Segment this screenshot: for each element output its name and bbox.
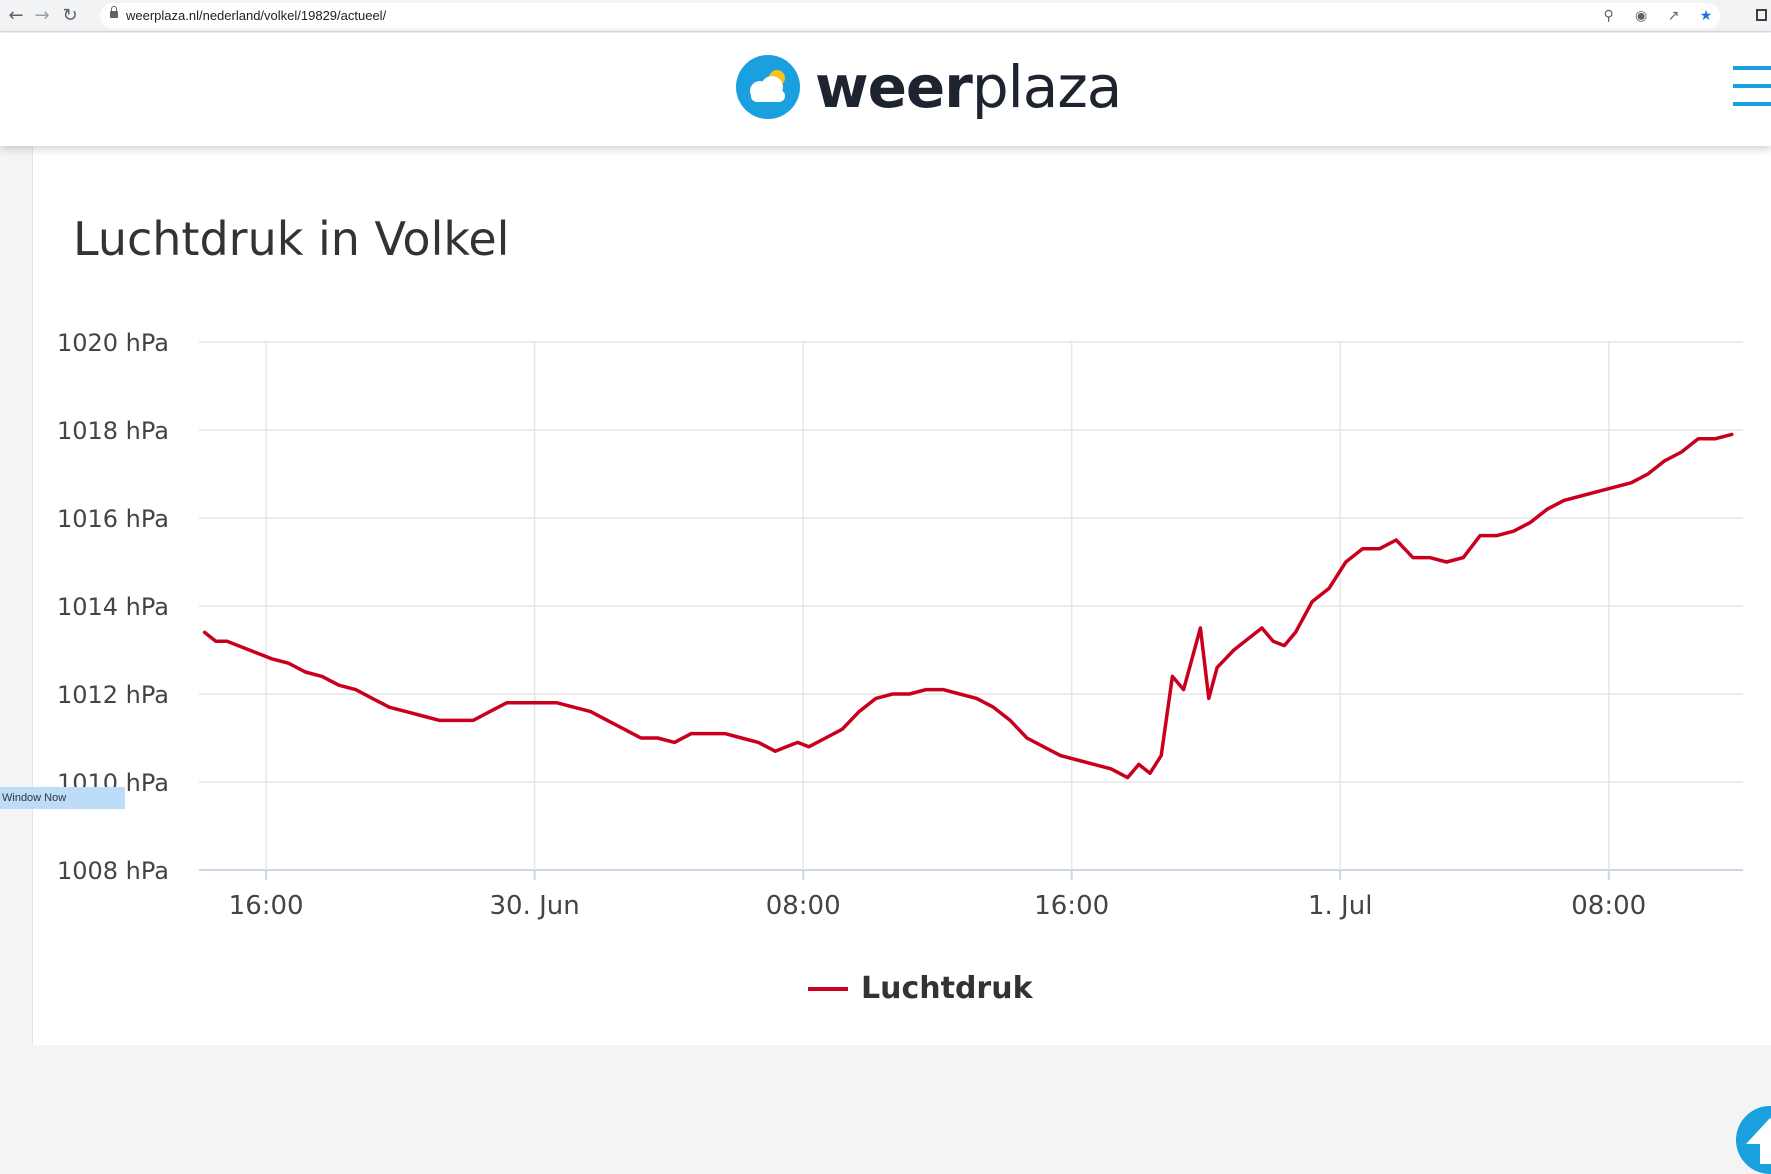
y-tick-label: 1012 hPa xyxy=(57,681,169,709)
reload-icon[interactable]: ↻ xyxy=(62,5,78,26)
y-tick-label: 1008 hPa xyxy=(57,857,169,885)
lock-icon xyxy=(110,6,118,18)
site-header: weerplaza xyxy=(0,33,1771,146)
browser-toolbar: ← → ↻ weerplaza.nl/nederland/volkel/1982… xyxy=(0,0,1771,32)
legend-swatch xyxy=(808,987,848,991)
logo-weer: weer xyxy=(815,53,973,121)
window-icon[interactable] xyxy=(1756,9,1767,21)
page-title: Luchtdruk in Volkel xyxy=(73,212,510,266)
hamburger-menu-icon[interactable] xyxy=(1729,66,1771,110)
x-tick-label: 1. Jul xyxy=(1308,891,1372,921)
url-text[interactable]: weerplaza.nl/nederland/volkel/19829/actu… xyxy=(126,8,387,23)
series-line-luchtdruk xyxy=(202,432,1734,780)
window-now-tag: Window Now xyxy=(0,787,125,809)
x-tick-label: 30. Jun xyxy=(490,891,580,921)
logo-text: weerplaza xyxy=(815,52,1122,122)
back-arrow-icon[interactable]: ← xyxy=(8,5,24,26)
scroll-to-top-button[interactable] xyxy=(1736,1106,1771,1174)
y-tick-label: 1018 hPa xyxy=(57,417,169,445)
legend-label: Luchtdruk xyxy=(861,971,1033,1006)
address-bar[interactable]: weerplaza.nl/nederland/volkel/19829/actu… xyxy=(100,3,1720,29)
star-icon[interactable]: ★ xyxy=(1699,8,1713,24)
arrow-up-icon xyxy=(1746,1118,1771,1164)
logo-plaza: plaza xyxy=(971,53,1122,121)
x-tick-label: 08:00 xyxy=(766,891,841,921)
y-tick-label: 1020 hPa xyxy=(57,329,169,357)
share-icon[interactable]: ↗ xyxy=(1667,8,1680,24)
zoom-icon[interactable]: ⚲ xyxy=(1603,8,1614,24)
content-panel: Luchtdruk in Volkel 1008 hPa 1010 hPa 1012… xyxy=(32,146,1771,1174)
x-tick-label: 08:00 xyxy=(1571,891,1646,921)
cloud-sun-icon xyxy=(736,55,800,119)
y-tick-label: 1014 hPa xyxy=(57,593,169,621)
y-tick-label: 1016 hPa xyxy=(57,505,169,533)
x-tick-label: 16:00 xyxy=(229,891,304,921)
x-tick-label: 16:00 xyxy=(1034,891,1109,921)
forward-arrow-icon[interactable]: → xyxy=(34,5,50,26)
url-tools: ⚲ ◉ ↗ ★ xyxy=(1595,3,1720,29)
eye-off-icon[interactable]: ◉ xyxy=(1634,8,1648,24)
